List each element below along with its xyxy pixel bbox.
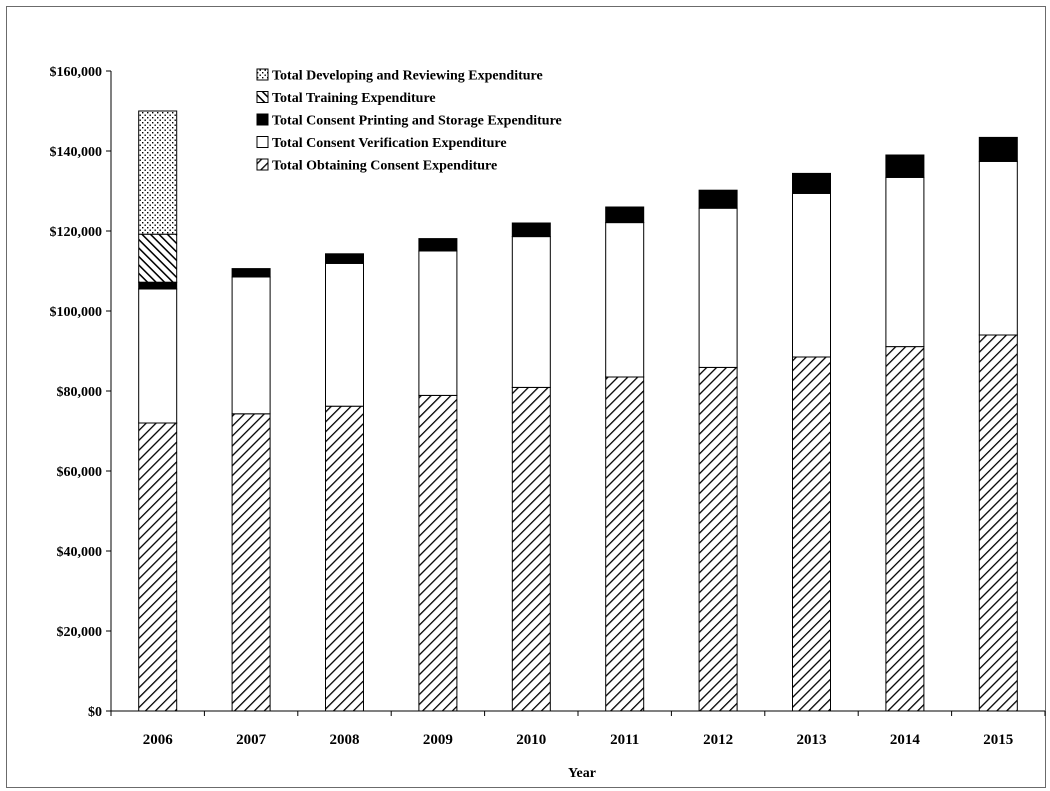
y-tick-label: $60,000 <box>57 465 103 480</box>
legend-swatch-total-training-expenditure <box>256 91 269 103</box>
bar-total-consent-verification-expenditure-2015 <box>978 160 1018 336</box>
legend-label-total-consent-verification-expenditure: Total Consent Verification Expenditure <box>272 136 507 151</box>
bar-total-obtaining-consent-expenditure-2013 <box>792 356 831 712</box>
legend-swatch-total-obtaining-consent-expenditure <box>256 158 269 171</box>
x-tick-label: 2010 <box>516 732 546 748</box>
bar-total-consent-verification-expenditure-2012 <box>698 207 738 368</box>
bar-total-consent-verification-expenditure-2006 <box>138 288 178 424</box>
x-tick-label: 2015 <box>983 732 1013 748</box>
y-tick-label: $120,000 <box>50 225 103 240</box>
bar-total-obtaining-consent-expenditure-2015 <box>978 334 1018 712</box>
bar-total-consent-printing-and-storage-expenditure-2010 <box>511 222 551 238</box>
stacked-bar-chart: 2006 2007 2008 2009 2010 2011 2012 2013 2014 2015… <box>50 65 1046 781</box>
legend-label-total-obtaining-consent-expenditure: Total Obtaining Consent Expenditure <box>272 159 497 174</box>
bar-total-obtaining-consent-expenditure-2006 <box>138 422 178 712</box>
legend-label-total-developing-and-reviewing-expenditure: Total Developing and Reviewing Expenditu… <box>272 69 543 84</box>
bar-total-consent-printing-and-storage-expenditure-2012 <box>698 189 738 209</box>
bar-total-training-expenditure-2006 <box>138 233 178 283</box>
y-tick-label: $160,000 <box>50 65 103 80</box>
y-tick-label: $20,000 <box>57 625 103 640</box>
x-axis-label: Year <box>568 766 596 781</box>
x-tick-label: 2013 <box>797 732 827 748</box>
legend-label-total-training-expenditure: Total Training Expenditure <box>272 91 436 106</box>
bar-total-consent-verification-expenditure-2011 <box>605 222 645 378</box>
legend-swatch-total-consent-verification-expenditure <box>256 136 269 148</box>
legend-swatch-total-developing-and-reviewing-expenditure <box>256 68 269 81</box>
x-tick-labels: 2006 2007 2008 2009 2010 2011 2012 2013 2014 2015 <box>143 732 1014 748</box>
legend-label-total-consent-printing-and-storage-expenditure: Total Consent Printing and Storage Expen… <box>272 114 562 129</box>
bar-total-obtaining-consent-expenditure-2014 <box>885 346 925 712</box>
bar-total-consent-verification-expenditure-2014 <box>885 176 925 348</box>
x-tick-label: 2007 <box>236 732 267 748</box>
bars <box>138 110 1018 712</box>
bar-total-consent-printing-and-storage-expenditure-2014 <box>885 154 925 178</box>
x-tick-label: 2008 <box>330 732 360 748</box>
bar-total-developing-and-reviewing-expenditure-2006 <box>138 110 178 235</box>
y-tick-label: $0 <box>88 705 102 720</box>
y-tick-label: $140,000 <box>50 145 103 160</box>
bar-total-obtaining-consent-expenditure-2007 <box>231 413 271 712</box>
x-tick-label: 2006 <box>143 732 174 748</box>
x-tick-label: 2014 <box>890 732 921 748</box>
legend: Total Developing and Reviewing Expenditu… <box>256 68 562 174</box>
bar-total-consent-printing-and-storage-expenditure-2013 <box>792 172 831 194</box>
bar-total-obtaining-consent-expenditure-2008 <box>325 405 364 712</box>
bar-total-consent-printing-and-storage-expenditure-2009 <box>418 238 458 252</box>
y-tick-labels: $0 $20,000 $40,000 $60,000 $80,000 $100,000 $1… <box>50 65 103 720</box>
bar-total-obtaining-consent-expenditure-2012 <box>698 366 738 712</box>
bar-total-consent-printing-and-storage-expenditure-2008 <box>325 253 364 264</box>
chart-frame: 2006 2007 2008 2009 2010 2011 2012 2013 2014 2015… <box>6 6 1046 788</box>
x-tick-label: 2012 <box>703 732 733 748</box>
bar-total-consent-verification-expenditure-2010 <box>511 236 551 388</box>
bar-total-consent-verification-expenditure-2009 <box>418 250 458 396</box>
legend-swatch-total-consent-printing-and-storage-expenditure <box>256 113 269 126</box>
bar-total-consent-printing-and-storage-expenditure-2006 <box>138 281 178 290</box>
bar-total-obtaining-consent-expenditure-2011 <box>605 376 645 712</box>
y-tick-label: $80,000 <box>57 385 103 400</box>
x-tick-label: 2011 <box>610 732 639 748</box>
bar-total-consent-verification-expenditure-2008 <box>325 262 364 407</box>
y-tick-label: $40,000 <box>57 545 103 560</box>
bar-total-consent-verification-expenditure-2013 <box>792 192 831 358</box>
y-tick-label: $100,000 <box>50 305 103 320</box>
bar-total-obtaining-consent-expenditure-2009 <box>418 394 458 712</box>
bar-total-consent-verification-expenditure-2007 <box>231 276 271 415</box>
bar-total-consent-printing-and-storage-expenditure-2011 <box>605 206 645 224</box>
bar-total-consent-printing-and-storage-expenditure-2007 <box>231 268 271 278</box>
bar-total-obtaining-consent-expenditure-2010 <box>511 386 551 712</box>
bar-total-consent-printing-and-storage-expenditure-2015 <box>978 136 1018 162</box>
x-tick-label: 2009 <box>423 732 453 748</box>
